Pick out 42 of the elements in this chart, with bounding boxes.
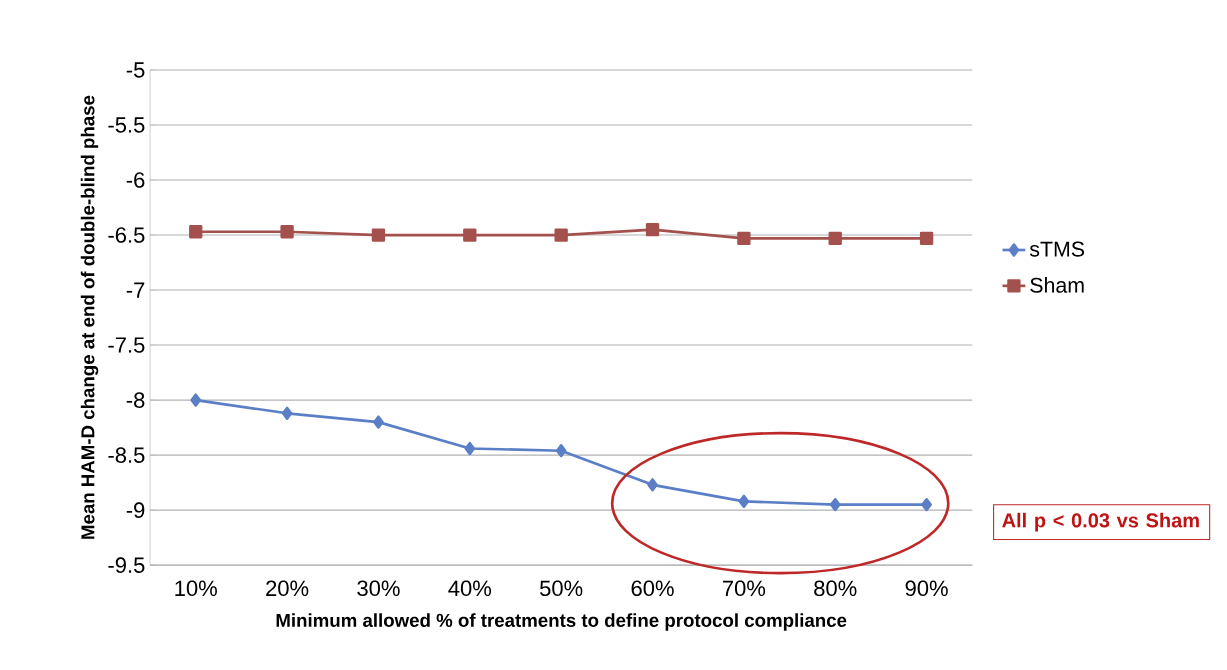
point xyxy=(921,497,932,512)
x-tick-label: 50% xyxy=(540,580,583,597)
y-tick-label: -7.5 xyxy=(108,337,145,353)
x-tick-label: 60% xyxy=(631,580,674,597)
x-tick-label: 10% xyxy=(175,580,217,597)
y-tick-label: -5 xyxy=(126,62,145,78)
point xyxy=(919,231,934,245)
x-tick-label: 80% xyxy=(814,580,857,597)
point xyxy=(373,415,384,429)
point xyxy=(738,494,750,508)
text: All p < 0.03 vs Sham xyxy=(1002,512,1199,532)
point xyxy=(647,478,658,492)
point xyxy=(828,231,842,245)
y-tick-label: -6.5 xyxy=(108,227,145,243)
y-tick-label: -7 xyxy=(126,282,145,298)
y-tick-label: -5.5 xyxy=(108,117,145,133)
x-tick-label: 30% xyxy=(357,580,400,597)
point xyxy=(554,228,568,242)
x-tick-label: 40% xyxy=(448,580,492,597)
point xyxy=(281,406,293,420)
legend-label: sTMS xyxy=(1029,241,1085,257)
point xyxy=(189,225,203,239)
y-tick-label: -8.5 xyxy=(108,447,145,463)
y-tick-label: -6 xyxy=(126,172,145,188)
point xyxy=(280,225,294,239)
point xyxy=(555,443,567,458)
x-axis-title: Minimum allowed % of treatments to define protocol compliance xyxy=(276,613,847,631)
point xyxy=(190,393,202,407)
x-tick-label: 90% xyxy=(905,580,948,597)
y-tick-label: -9 xyxy=(126,502,145,518)
point xyxy=(737,231,751,245)
point xyxy=(645,222,660,237)
point xyxy=(829,497,841,512)
legend-label: Sham xyxy=(1030,277,1084,293)
point xyxy=(463,228,477,242)
y-axis-title: Mean HAM-D change at end of double-blind phase xyxy=(80,95,99,539)
x-tick-label: 70% xyxy=(722,580,766,597)
y-tick-label: -8 xyxy=(126,392,145,408)
y-tick-label: -9.5 xyxy=(108,557,145,573)
x-tick-label: 20% xyxy=(266,580,309,597)
point xyxy=(371,228,386,242)
point xyxy=(464,441,476,456)
